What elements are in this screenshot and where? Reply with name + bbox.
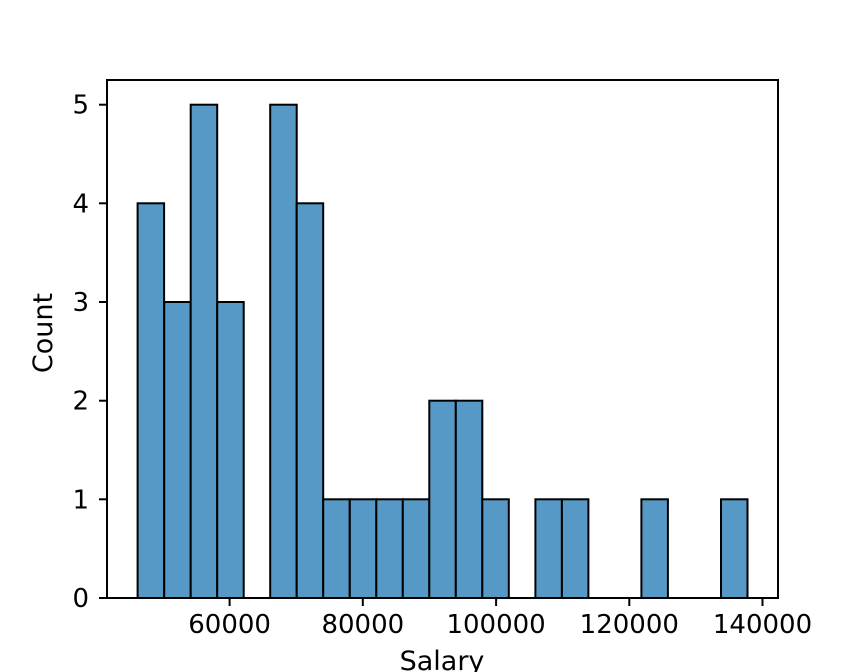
histogram-bar	[216, 301, 245, 599]
y-axis-ticks: 0 1 2 3 4 5	[72, 91, 107, 614]
histogram-bar	[189, 103, 219, 599]
histogram-bar	[560, 498, 590, 599]
plot-border	[106, 79, 779, 599]
histogram-bar	[322, 498, 351, 599]
y-tick-label: 3	[72, 288, 89, 318]
histogram-bar	[534, 498, 563, 599]
y-tick-label: 4	[72, 189, 89, 219]
y-tick-label: 1	[72, 485, 89, 515]
bars-group	[136, 103, 749, 600]
histogram-bar	[375, 498, 404, 599]
histogram-bar	[720, 498, 749, 599]
histogram-bar	[269, 103, 298, 599]
histogram-bar	[136, 202, 166, 600]
x-tick-label: 100000	[446, 610, 545, 640]
y-tick-label: 0	[72, 584, 89, 614]
x-axis-label: Salary	[400, 646, 485, 672]
x-tick-label: 60000	[188, 610, 271, 640]
histogram-bar	[348, 498, 378, 599]
histogram-bar	[481, 498, 510, 599]
x-tick-label: 140000	[713, 610, 812, 640]
x-tick-label: 80000	[321, 610, 404, 640]
histogram-bar	[428, 399, 457, 600]
histogram-bar	[295, 202, 325, 600]
y-tick-label: 2	[72, 387, 89, 417]
y-axis-label: Count	[28, 293, 59, 373]
axes-spines	[106, 79, 779, 599]
x-axis-ticks: 60000 80000 100000 120000 140000	[188, 598, 812, 640]
y-tick-label: 5	[72, 91, 89, 121]
histogram-bar	[163, 301, 192, 599]
histogram-bar	[401, 498, 431, 599]
histogram-bar	[454, 399, 484, 600]
histogram-bar	[640, 498, 669, 599]
x-tick-label: 120000	[580, 610, 679, 640]
